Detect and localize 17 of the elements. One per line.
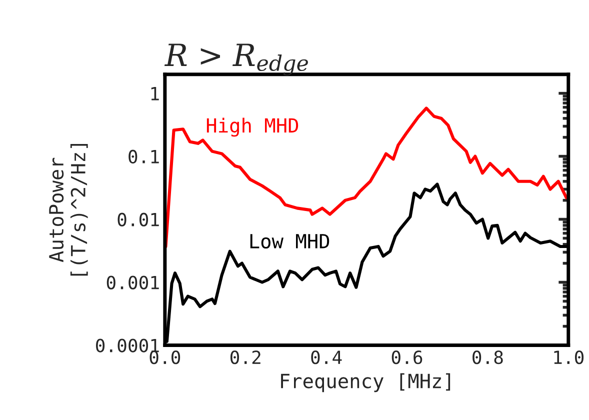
series-label: Low MHD [250, 234, 330, 249]
x-tick-label: 1.0 [554, 350, 584, 364]
line-series [164, 106, 568, 248]
y-axis-title: AutoPower [(T/s)^2/Hz] [49, 144, 88, 276]
x-tick-label: 0.6 [392, 350, 422, 364]
chart-title: R > R$_{edge}$ [164, 44, 308, 76]
series-label: High MHD [206, 118, 298, 137]
y-tick-label: 0.01 [118, 212, 159, 226]
x-tick-label: 0.8 [472, 350, 503, 364]
y-tick-label: 0.1 [128, 150, 159, 164]
x-tick-label: 0.4 [311, 350, 342, 364]
y-tick-label: 0.001 [106, 276, 159, 290]
x-tick-label: 0.0 [150, 350, 180, 364]
y-tick-label: 1 [151, 87, 159, 100]
x-tick-label: 0.2 [230, 350, 260, 364]
y-tick-label: 0.0001 [96, 338, 159, 352]
x-axis-title: Frequency [MHz] [281, 373, 450, 392]
